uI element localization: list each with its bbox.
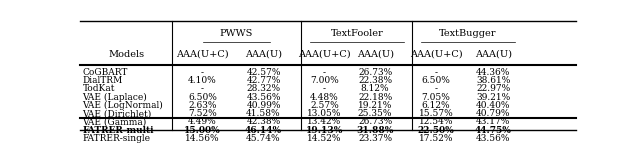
Text: 4.10%: 4.10% <box>188 76 217 85</box>
Text: VAE (Laplace): VAE (Laplace) <box>83 93 147 102</box>
Text: FATRER-multi: FATRER-multi <box>83 126 154 135</box>
Text: TodKat: TodKat <box>83 84 115 93</box>
Text: 8.12%: 8.12% <box>361 84 389 93</box>
Text: 14.52%: 14.52% <box>307 134 342 143</box>
Text: 46.14%: 46.14% <box>245 126 282 135</box>
Text: 40.99%: 40.99% <box>246 101 281 110</box>
Text: -: - <box>435 84 438 93</box>
Text: 23.37%: 23.37% <box>358 134 392 143</box>
Text: AAA(U+C): AAA(U+C) <box>410 49 463 59</box>
Text: VAE (LogNormal): VAE (LogNormal) <box>83 101 163 110</box>
Text: 7.05%: 7.05% <box>422 93 451 102</box>
Text: PWWS: PWWS <box>220 29 253 38</box>
Text: 2.57%: 2.57% <box>310 101 339 110</box>
Text: 26.73%: 26.73% <box>358 68 392 77</box>
Text: 13.42%: 13.42% <box>307 117 342 127</box>
Text: VAE (Dirichlet): VAE (Dirichlet) <box>83 109 152 118</box>
Text: 7.00%: 7.00% <box>310 76 339 85</box>
Text: Models: Models <box>108 49 144 59</box>
Text: 42.57%: 42.57% <box>246 68 281 77</box>
Text: -: - <box>323 68 326 77</box>
Text: 15.00%: 15.00% <box>184 126 221 135</box>
Text: 14.56%: 14.56% <box>185 134 220 143</box>
Text: 6.50%: 6.50% <box>188 93 217 102</box>
Text: 44.75%: 44.75% <box>475 126 511 135</box>
Text: VAE (Gamma): VAE (Gamma) <box>83 117 147 127</box>
Text: FATRER-single: FATRER-single <box>83 134 150 143</box>
Text: -: - <box>435 68 438 77</box>
Text: 41.58%: 41.58% <box>246 109 281 118</box>
Text: 43.56%: 43.56% <box>476 134 511 143</box>
Text: 19.13%: 19.13% <box>306 126 343 135</box>
Text: 28.32%: 28.32% <box>246 84 280 93</box>
Text: AAA(U+C): AAA(U+C) <box>298 49 351 59</box>
Text: TextFooler: TextFooler <box>330 29 383 38</box>
Text: -: - <box>323 84 326 93</box>
Text: -: - <box>201 84 204 93</box>
Text: 42.77%: 42.77% <box>246 76 281 85</box>
Text: 42.38%: 42.38% <box>246 117 281 127</box>
Text: 4.48%: 4.48% <box>310 93 339 102</box>
Text: 45.74%: 45.74% <box>246 134 281 143</box>
Text: 25.35%: 25.35% <box>358 109 392 118</box>
Text: 40.40%: 40.40% <box>476 101 511 110</box>
Text: 31.88%: 31.88% <box>356 126 394 135</box>
Text: 43.17%: 43.17% <box>476 117 510 127</box>
Text: AAA(U+C): AAA(U+C) <box>176 49 229 59</box>
Text: DialTRM: DialTRM <box>83 76 123 85</box>
Text: 22.38%: 22.38% <box>358 76 392 85</box>
Text: 22.97%: 22.97% <box>476 84 510 93</box>
Text: AAA(U): AAA(U) <box>356 49 394 59</box>
Text: 26.73%: 26.73% <box>358 117 392 127</box>
Text: 6.50%: 6.50% <box>422 76 451 85</box>
Text: CoGBART: CoGBART <box>83 68 128 77</box>
Text: 44.36%: 44.36% <box>476 68 510 77</box>
Text: 40.79%: 40.79% <box>476 109 511 118</box>
Text: 19.21%: 19.21% <box>358 101 392 110</box>
Text: 15.57%: 15.57% <box>419 109 454 118</box>
Text: 22.18%: 22.18% <box>358 93 392 102</box>
Text: 2.63%: 2.63% <box>188 101 217 110</box>
Text: 38.61%: 38.61% <box>476 76 510 85</box>
Text: 6.12%: 6.12% <box>422 101 451 110</box>
Text: 7.52%: 7.52% <box>188 109 217 118</box>
Text: 39.21%: 39.21% <box>476 93 510 102</box>
Text: AAA(U): AAA(U) <box>475 49 511 59</box>
Text: 17.52%: 17.52% <box>419 134 453 143</box>
Text: 4.49%: 4.49% <box>188 117 217 127</box>
Text: 43.56%: 43.56% <box>246 93 281 102</box>
Text: 13.05%: 13.05% <box>307 109 342 118</box>
Text: TextBugger: TextBugger <box>439 29 497 38</box>
Text: -: - <box>201 68 204 77</box>
Text: 22.50%: 22.50% <box>418 126 454 135</box>
Text: AAA(U): AAA(U) <box>245 49 282 59</box>
Text: 12.54%: 12.54% <box>419 117 453 127</box>
